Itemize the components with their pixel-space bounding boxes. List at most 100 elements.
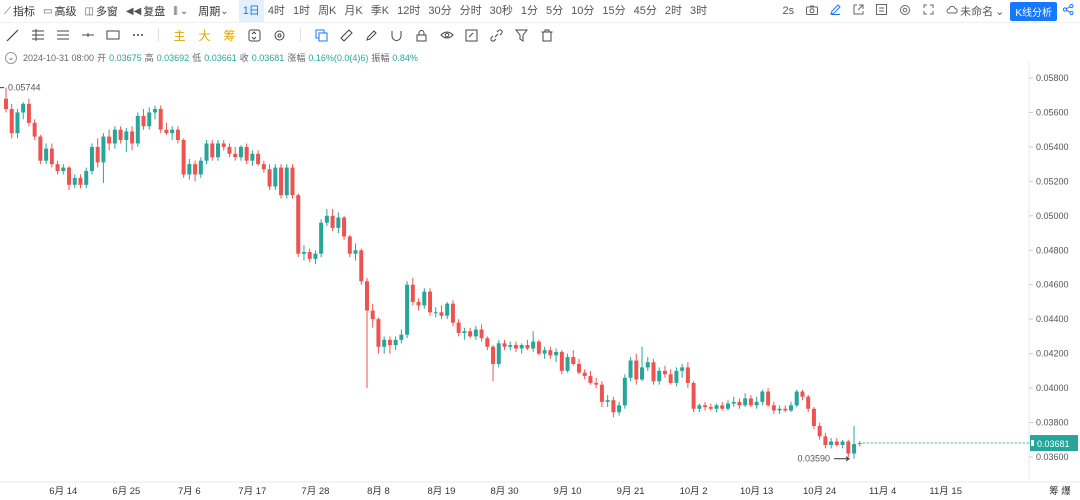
period-tab[interactable]: 45分 [633,5,657,17]
eye-icon[interactable] [434,24,459,46]
candle-body [834,441,839,445]
chevron-down-icon: ⌄ [220,5,229,17]
horizontal-line-tool[interactable] [75,24,100,46]
period-tab[interactable]: 30分 [428,5,452,17]
share-icon[interactable] [1061,3,1080,18]
candle-body [422,291,427,306]
refresh-interval[interactable]: 2s [782,5,795,17]
brush-icon[interactable] [359,24,384,46]
candle-body [21,103,26,113]
candle-body [794,391,799,406]
sync-icon[interactable] [242,24,267,46]
candle-body [789,405,794,411]
layout-name: 未命名 [960,6,994,18]
rectangle-tool[interactable] [100,24,125,46]
candle-body [548,350,553,356]
candle-body [491,346,496,364]
candle-body [852,444,857,454]
divider [300,28,301,42]
period-tab[interactable]: 15分 [602,5,626,17]
candle-body [244,146,249,161]
indicators-button[interactable]: ⟋ 指标 [0,0,39,22]
candle-body [250,153,255,161]
period-tab[interactable]: 1时 [292,5,311,17]
period-tab[interactable]: 5分 [545,5,564,17]
chart-type-button[interactable]: ⫼ ⌄ [169,0,194,22]
candle-body [216,143,221,158]
magnet-icon[interactable] [384,24,409,46]
period-tab[interactable]: 2时 [664,5,682,17]
x-tick-label: 6月 25 [112,486,140,497]
period-tab[interactable]: 月K [344,5,363,17]
period-tab[interactable]: 季K [370,5,390,17]
price-axis[interactable]: 0.05800 0.05600 0.05400 0.05200 0.05000 0.048… [0,62,1080,483]
layout-dropdown[interactable]: 未命名 ⌄ [940,3,1010,19]
more-tools-icon[interactable] [125,24,150,46]
period-tab[interactable]: 10分 [571,5,595,17]
candle-body [273,167,278,187]
big-toggle[interactable]: 大 [198,28,211,43]
period-tab[interactable]: 30秒 [489,5,513,17]
time-axis[interactable]: 6月 14 6月 25 7月 6 7月 17 7月 28 8月 8 8月 19 8月 30 9月… [49,485,1071,497]
candle-body [187,164,192,175]
candle-body [175,129,180,141]
fullscreen-icon[interactable] [917,4,940,18]
link-icon[interactable] [484,24,509,46]
settings-icon[interactable] [893,4,917,19]
period-tab[interactable]: 分时 [459,5,482,17]
trash-icon[interactable] [534,24,559,46]
multi-window-button[interactable]: ◫ 多窗 [80,0,121,22]
trendline-tool[interactable] [0,24,25,46]
pen-icon[interactable] [824,4,847,18]
copy-icon[interactable] [309,24,334,46]
annotations: 0.05744 0.03590 0.03681 [0,83,1078,464]
candle-body [582,372,587,377]
change-value: 0.16%(0.0(4)6) [308,52,369,63]
save-image-icon[interactable] [870,4,893,18]
replay-button[interactable]: ◀◀ 复盘 [122,0,169,22]
period-tab[interactable]: 12时 [397,5,421,17]
candle-body [473,329,478,337]
period-tab[interactable]: 1分 [520,5,538,17]
main-chart-toggle[interactable]: 主 [173,28,186,43]
candle-body [376,319,381,347]
candle-body [611,400,616,413]
candle-body [743,398,748,406]
candle-body [714,405,719,409]
chevron-down-icon: ⌄ [179,5,189,17]
ruler-icon[interactable] [334,24,359,46]
camera-icon[interactable] [800,5,824,18]
candle-body [674,370,679,383]
candle-body [634,360,639,380]
period-tab[interactable]: 3时 [689,5,708,17]
parallel-channel-tool[interactable] [25,24,50,46]
x-tick-label: 8月 19 [427,486,455,497]
candle-body [9,109,14,134]
x-tick-label: 8月 30 [491,486,519,497]
candle-body [101,136,106,163]
candle-body [657,370,662,382]
fib-lines-tool[interactable] [50,24,75,46]
period-tab[interactable]: 周K [318,5,337,17]
candle-body [290,167,295,196]
chips-toggle[interactable]: 筹 [223,28,236,43]
candle-body [605,400,610,402]
popout-icon[interactable] [847,4,870,18]
period-tab[interactable]: 4时 [267,5,285,17]
candle-body [811,408,816,426]
advanced-button[interactable]: ▭ 高级 [39,0,80,22]
candle-body [301,251,306,254]
lock-icon[interactable] [409,24,434,46]
period-dropdown[interactable]: 周期 ⌄ [194,0,234,22]
filter-icon[interactable] [509,24,534,46]
note-icon[interactable] [459,24,484,46]
candle-body [67,167,72,185]
period-tab[interactable]: 1日 [238,0,264,22]
settings-gear-icon[interactable] [267,24,292,46]
chevron-circle-icon[interactable]: ⌄ [5,51,17,64]
x-tick-label: 10月 24 [803,486,836,497]
kline-analysis-button[interactable]: K线分析 [1010,1,1057,21]
candle-body [267,169,272,187]
candle-body [857,443,862,445]
